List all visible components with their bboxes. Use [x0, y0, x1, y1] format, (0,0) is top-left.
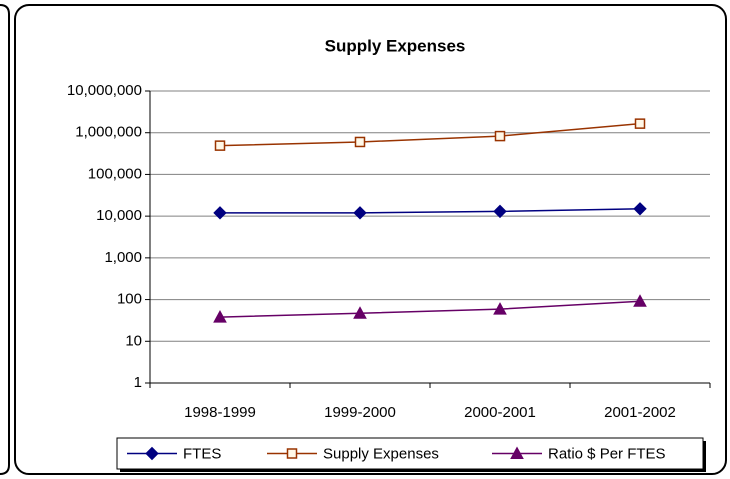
series-line [219, 300, 641, 318]
y-tick-label: 1 [134, 374, 142, 391]
marker [145, 446, 159, 461]
marker [494, 130, 506, 142]
legend [116, 437, 704, 470]
marker [493, 302, 507, 315]
y-tick-label: 100 [117, 291, 142, 308]
legend-label: Ratio $ Per FTES [548, 445, 666, 462]
marker [213, 310, 227, 323]
marker [353, 306, 367, 319]
marker [634, 118, 646, 129]
marker [213, 206, 227, 220]
y-tick-label: 1,000,000 [75, 124, 142, 141]
y-tick-label: 10,000,000 [67, 82, 142, 99]
marker [353, 206, 367, 220]
legend-label: FTES [183, 445, 221, 462]
y-tick-label: 1,000 [104, 249, 142, 266]
x-tick-label: 2001-2002 [604, 404, 676, 421]
marker [493, 204, 507, 219]
series-line [220, 208, 641, 214]
marker [286, 448, 298, 459]
y-tick-label: 100,000 [88, 165, 142, 182]
marker [633, 202, 647, 216]
x-tick-label: 2000-2001 [464, 404, 536, 421]
y-tick-label: 10 [125, 332, 142, 349]
x-tick-label: 1998-1999 [184, 404, 256, 421]
marker [510, 446, 524, 459]
chart-frame [14, 4, 727, 475]
marker [214, 140, 226, 151]
side-panel [0, 4, 10, 475]
x-tick-label: 1999-2000 [324, 404, 396, 421]
legend-label: Supply Expenses [323, 445, 439, 462]
y-tick-label: 10,000 [96, 207, 142, 224]
series-line [219, 122, 641, 147]
marker [354, 136, 366, 148]
chart-title: Supply Expenses [325, 36, 466, 55]
marker [633, 294, 647, 307]
